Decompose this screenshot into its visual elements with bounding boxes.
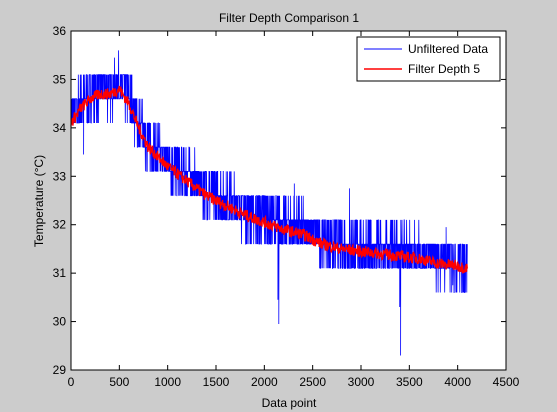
legend: Unfiltered Data Filter Depth 5 <box>356 36 501 82</box>
y-tick-label: 34 <box>53 121 67 135</box>
x-tick-label: 3000 <box>348 375 375 389</box>
y-tick-label: 30 <box>53 315 67 329</box>
x-tick-label: 4000 <box>444 375 471 389</box>
x-tick-label: 1000 <box>154 375 181 389</box>
x-axis-label: Data point <box>262 396 317 410</box>
x-tick-label: 4500 <box>493 375 520 389</box>
y-tick-label: 35 <box>53 72 67 86</box>
x-tick-label: 2000 <box>251 375 278 389</box>
axes-box <box>70 30 507 371</box>
x-tick-label: 500 <box>109 375 129 389</box>
y-tick-label: 36 <box>53 24 67 38</box>
x-tick-label: 3500 <box>396 375 423 389</box>
series-layer <box>70 50 468 356</box>
legend-label-unfiltered-data: Unfiltered Data <box>408 42 488 56</box>
y-tick-label: 29 <box>53 363 67 377</box>
series-line-filter-depth-5 <box>70 85 468 275</box>
axes-layer: 0 500 1000 1500 2000 2500 3000 3500 4000 4500 29 30… <box>53 24 520 389</box>
y-tick-label: 31 <box>53 266 67 280</box>
legend-label-filter-depth-5: Filter Depth 5 <box>408 62 480 76</box>
y-axis-label: Temperature (°C) <box>32 155 46 247</box>
y-tick-label: 33 <box>53 169 67 183</box>
x-tick-label: 0 <box>68 375 75 389</box>
x-tick-label: 2500 <box>299 375 326 389</box>
x-tick-label: 1500 <box>203 375 230 389</box>
chart-title: Filter Depth Comparison 1 <box>219 11 359 25</box>
y-tick-label: 32 <box>53 218 67 232</box>
legend-box <box>356 36 501 82</box>
